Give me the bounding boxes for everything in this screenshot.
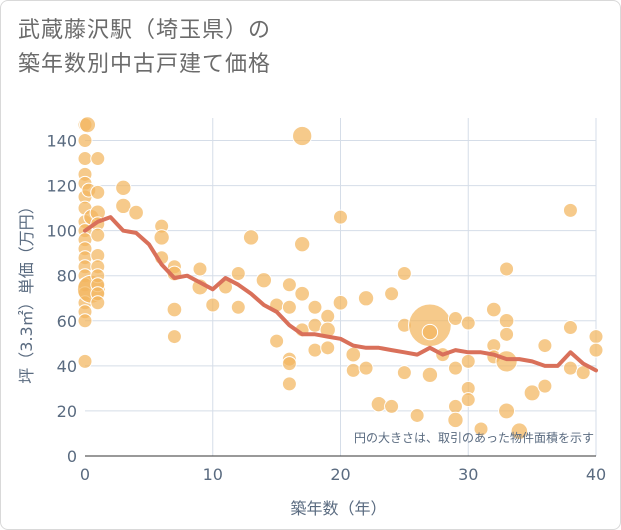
data-bubble [396, 265, 412, 281]
data-bubble [537, 338, 553, 354]
data-bubble [537, 378, 553, 394]
data-bubble [498, 402, 516, 420]
chart-title: 武蔵藤沢駅（埼玉県）の 築年数別中古戸建て価格 [18, 14, 271, 82]
data-bubble [409, 407, 425, 423]
data-bubble [358, 360, 374, 376]
x-tick-label: 20 [330, 465, 350, 484]
data-bubble [281, 299, 297, 315]
data-bubble [153, 229, 170, 246]
data-bubble [292, 125, 313, 147]
data-bubble [562, 320, 578, 336]
data-bubble [128, 204, 144, 221]
data-bubble [320, 308, 336, 324]
data-bubble [294, 285, 311, 302]
data-bubble [495, 350, 518, 373]
y-tick-label: 80 [57, 267, 77, 286]
data-bubble [115, 197, 132, 215]
data-bubble [281, 356, 297, 372]
data-bubble [588, 342, 604, 358]
data-bubble [77, 313, 93, 329]
average-trend-line [83, 215, 598, 373]
data-bubble [345, 362, 361, 378]
data-bubble [498, 312, 515, 329]
data-bubble [77, 151, 93, 167]
data-bubble [166, 301, 183, 318]
data-bubble [333, 209, 348, 225]
data-bubble [460, 392, 476, 408]
data-bubble [460, 353, 476, 369]
data-bubble [242, 229, 260, 246]
data-bubble [485, 301, 502, 318]
data-bubble [447, 398, 463, 414]
data-bubble [523, 384, 541, 402]
data-bubble [396, 365, 412, 381]
data-bubble [447, 360, 463, 376]
x-axis-label: 築年数（年） [290, 499, 386, 518]
y-tick-label: 40 [57, 357, 77, 376]
bubble-size-note: 円の大きさは、取引のあった物件面積を示す [354, 430, 594, 445]
data-bubble [294, 236, 311, 253]
data-bubble [115, 179, 132, 197]
data-bubble [332, 294, 349, 311]
data-bubble [255, 272, 273, 289]
data-bubble [230, 265, 246, 281]
data-bubble [460, 315, 476, 331]
data-bubble [499, 261, 515, 277]
x-tick-label: 0 [80, 465, 90, 484]
data-bubble [307, 342, 323, 358]
data-bubble [370, 396, 387, 413]
data-bubble [588, 329, 604, 345]
data-bubble [281, 277, 297, 293]
data-bubble [77, 353, 93, 369]
y-tick-label: 100 [46, 222, 77, 241]
data-bubble [281, 376, 297, 392]
x-tick-label: 30 [458, 465, 478, 484]
y-tick-label: 0 [67, 447, 77, 466]
x-tick-label: 40 [586, 465, 606, 484]
grid-lines [85, 118, 597, 456]
data-bubble [499, 326, 515, 342]
data-bubble [90, 227, 106, 243]
data-bubble [192, 261, 208, 277]
y-tick-label: 140 [46, 132, 77, 151]
y-tick-label: 120 [46, 177, 77, 196]
data-bubble [166, 329, 182, 345]
data-bubble [562, 202, 578, 218]
chart-title-line-1: 武蔵藤沢駅（埼玉県）の [18, 18, 272, 43]
x-tick-labels: 0 10 20 30 40 [80, 465, 606, 484]
data-bubble [90, 151, 106, 167]
y-tick-label: 20 [57, 402, 77, 421]
x-tick-label: 10 [203, 465, 223, 484]
data-bubble [421, 323, 439, 341]
data-bubble [90, 184, 106, 200]
data-bubble [447, 311, 463, 327]
chart-title-line-2: 築年数別中古戸建て価格 [18, 52, 272, 77]
data-bubble [510, 422, 529, 440]
data-bubble [384, 286, 400, 302]
data-bubble [562, 360, 578, 376]
data-bubble [269, 333, 285, 349]
y-axis-label: 坪（3.3㎡）単価（万円） [17, 198, 36, 383]
y-tick-label: 60 [57, 312, 77, 331]
data-bubble [205, 297, 221, 313]
data-bubble [307, 299, 323, 315]
data-bubble [77, 133, 93, 149]
data-bubble [345, 346, 362, 363]
data-bubble [357, 290, 375, 307]
data-bubble [230, 299, 246, 315]
y-tick-labels: 0 20 40 60 80 100 120 140 [46, 132, 77, 466]
data-bubble [447, 411, 464, 429]
data-bubble [90, 295, 106, 311]
data-bubble [384, 398, 400, 414]
data-bubble [473, 421, 489, 437]
data-bubble [320, 340, 336, 356]
data-bubble [421, 366, 439, 384]
data-bubble [79, 116, 97, 134]
